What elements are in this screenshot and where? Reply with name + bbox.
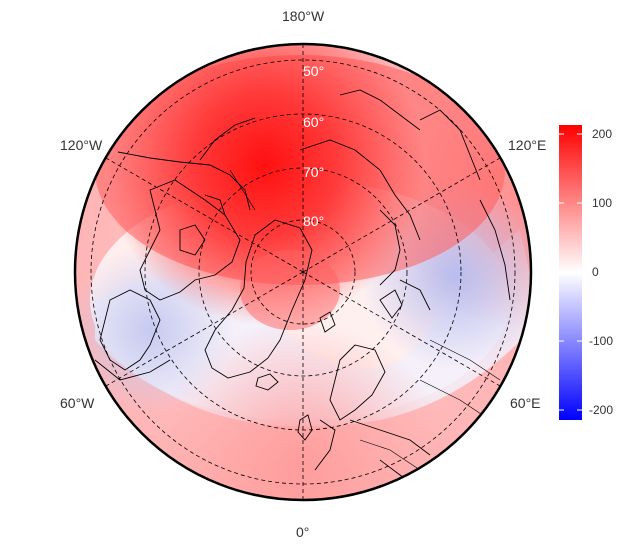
lon-label-0: 0° bbox=[296, 524, 309, 540]
lon-label-120e: 120°E bbox=[508, 137, 546, 153]
kamchatka-coast bbox=[419, 109, 481, 181]
colorbar: 200 100 0 -100 -200 bbox=[559, 125, 613, 420]
lon-label-120w: 120°W bbox=[60, 137, 103, 153]
graticule bbox=[90, 44, 516, 500]
meridian-60w bbox=[105, 271, 304, 387]
colorbar-gradient bbox=[559, 125, 582, 420]
siberia-coast bbox=[299, 139, 421, 241]
scandinavia-coast bbox=[329, 344, 386, 421]
lat-circle-70 bbox=[198, 167, 408, 377]
canada-archipelago-coast bbox=[139, 179, 241, 301]
coastlines bbox=[94, 89, 511, 491]
lat-circle-80 bbox=[250, 219, 356, 325]
colorbar-tick-minus-100: -100 bbox=[589, 334, 613, 348]
lat-label-80: 80° bbox=[303, 213, 324, 229]
greenland-coast bbox=[204, 219, 313, 379]
lat-label-50: 50° bbox=[303, 63, 324, 79]
map-boundary bbox=[73, 42, 533, 502]
hudson-coast bbox=[99, 289, 161, 371]
meridian-120e bbox=[302, 157, 501, 273]
colorbar-tick-0: 0 bbox=[592, 265, 599, 279]
iceland-coast bbox=[255, 373, 279, 391]
colorbar-tick-200: 200 bbox=[592, 127, 612, 141]
lon-label-180w: 180°W bbox=[282, 8, 325, 24]
lat-label-70: 70° bbox=[303, 164, 324, 180]
meridian-60e bbox=[302, 271, 501, 387]
colorbar-tick-minus-200: -200 bbox=[589, 403, 613, 417]
lat-label-60: 60° bbox=[303, 114, 324, 130]
lon-label-60e: 60°E bbox=[510, 395, 541, 411]
lon-label-60w: 60°W bbox=[60, 395, 95, 411]
colorbar-tick-100: 100 bbox=[592, 196, 612, 210]
meridian-120w bbox=[105, 157, 304, 273]
alaska-coast bbox=[117, 151, 251, 211]
